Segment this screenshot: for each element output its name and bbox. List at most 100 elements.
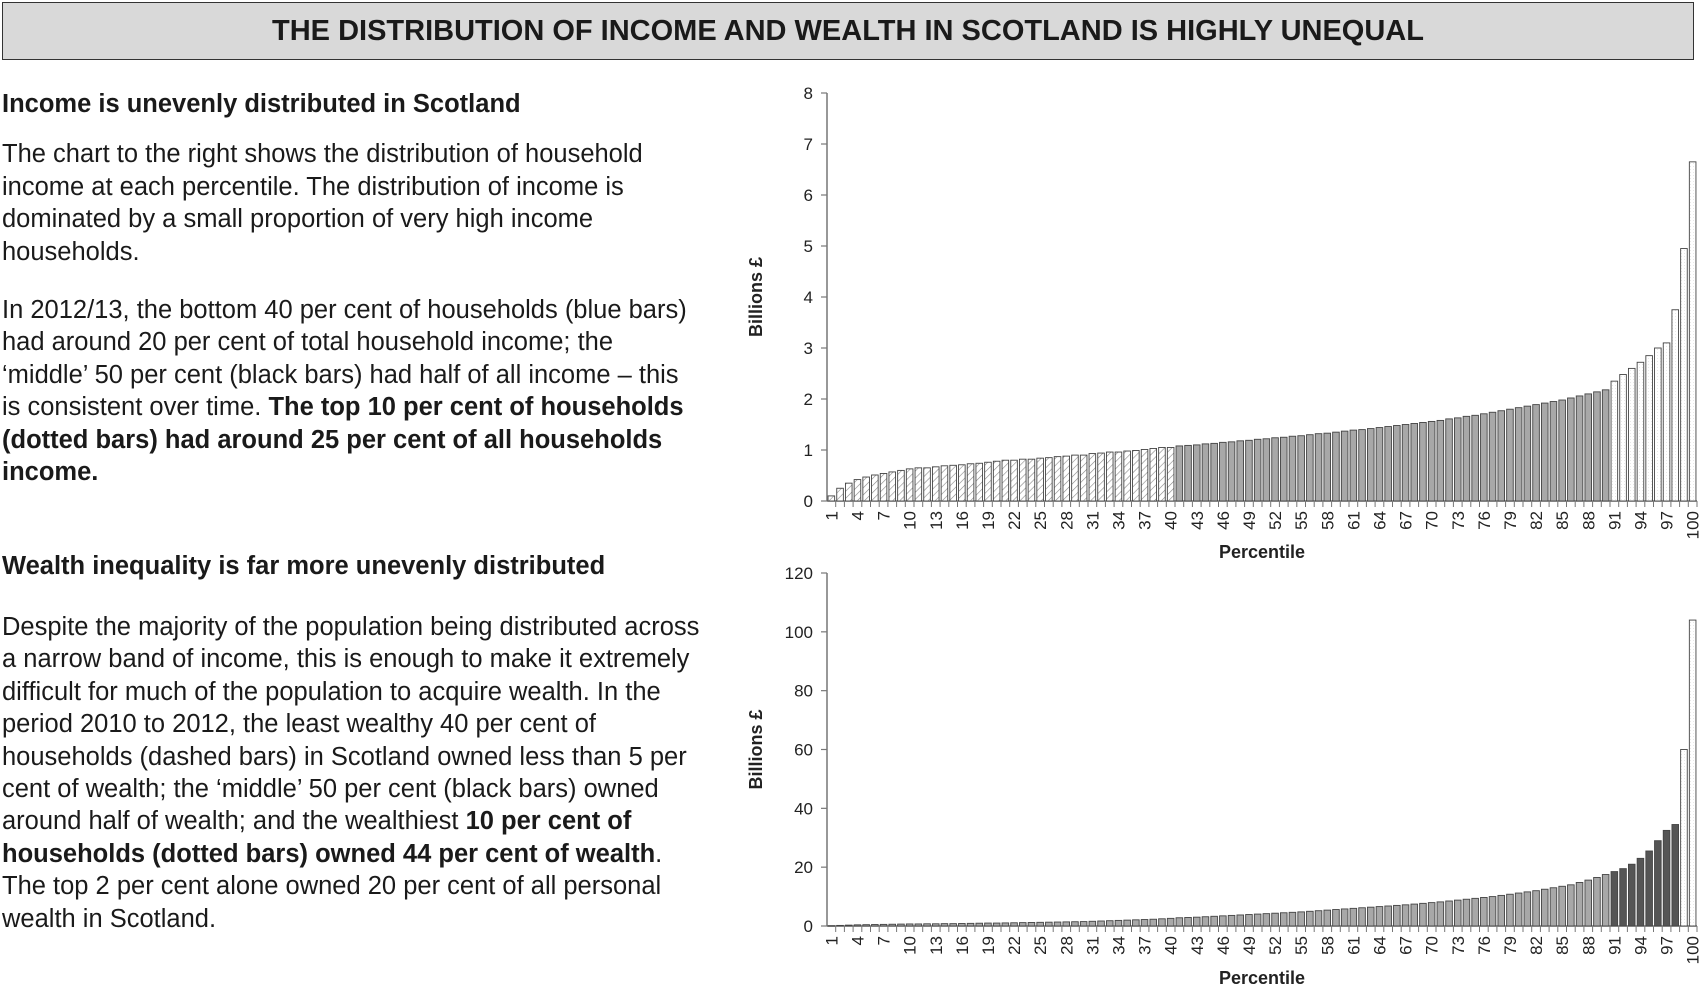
x-tick-label: 25: [1031, 936, 1050, 955]
x-tick-label: 58: [1318, 511, 1337, 530]
bar-percentile-35: [1123, 450, 1131, 502]
y-tick-label: 4: [804, 288, 813, 307]
bar-percentile-24: [1027, 458, 1036, 502]
x-tick-label: 16: [953, 936, 972, 955]
bar-percentile-63: [1366, 906, 1375, 927]
bar-percentile-76: [1480, 413, 1488, 502]
bar-percentile-30: [1079, 454, 1088, 502]
bar-percentile-94: [1636, 361, 1645, 502]
bar-percentile-33: [1105, 451, 1114, 502]
bar-percentile-83: [1540, 402, 1549, 502]
bar-percentile-73: [1453, 417, 1462, 502]
bar-percentile-36: [1132, 450, 1140, 502]
bar-percentile-55: [1297, 435, 1305, 502]
bar-percentile-22: [1010, 922, 1018, 927]
bar-percentile-55: [1297, 911, 1305, 927]
x-tick-label: 52: [1266, 511, 1285, 530]
bar-percentile-9: [897, 923, 905, 927]
bar-percentile-39: [1158, 918, 1166, 927]
bar-percentile-17: [966, 922, 975, 927]
bar-percentile-41: [1175, 445, 1184, 502]
bar-percentile-44: [1201, 443, 1210, 502]
x-tick-label: 10: [901, 511, 920, 530]
y-tick-label: 1: [804, 441, 813, 460]
bar-percentile-91: [1610, 380, 1619, 502]
bar-percentile-3: [844, 482, 853, 502]
x-tick-label: 64: [1370, 511, 1389, 530]
x-axis-title: Percentile: [1219, 542, 1305, 562]
bar-percentile-11: [914, 467, 923, 502]
bar-percentile-30: [1079, 921, 1088, 927]
x-tick-label: 22: [1005, 511, 1024, 530]
bar-percentile-89: [1593, 877, 1601, 927]
bar-percentile-47: [1227, 914, 1236, 927]
bar-percentile-14: [940, 923, 949, 927]
bar-percentile-85: [1558, 399, 1566, 502]
bar-percentile-16: [958, 923, 966, 927]
bar-percentile-86: [1567, 397, 1575, 502]
bar-percentile-41: [1175, 917, 1184, 927]
x-tick-label: 82: [1527, 936, 1546, 955]
x-tick-label: 55: [1292, 511, 1311, 530]
bar-percentile-99: [1680, 749, 1688, 927]
bar-percentile-9: [897, 469, 905, 502]
y-tick-label: 80: [794, 682, 813, 701]
y-tick-label: 20: [794, 858, 813, 877]
x-tick-label: 70: [1423, 511, 1442, 530]
bar-percentile-4: [853, 479, 862, 502]
x-tick-label: 4: [848, 936, 867, 945]
bar-percentile-68: [1410, 903, 1419, 927]
bar-percentile-2: [836, 924, 844, 927]
x-tick-label: 4: [848, 511, 867, 520]
bar-percentile-77: [1488, 896, 1497, 927]
x-tick-label: 31: [1083, 936, 1102, 955]
bar-percentile-65: [1384, 905, 1392, 927]
bar-percentile-84: [1549, 401, 1558, 502]
bar-percentile-70: [1427, 902, 1436, 927]
x-tick-label: 52: [1266, 936, 1285, 955]
bar-percentile-95: [1645, 850, 1653, 927]
x-tick-label: 79: [1501, 936, 1520, 955]
bar-percentile-10: [905, 923, 914, 927]
bar-percentile-91: [1610, 871, 1619, 927]
x-tick-label: 22: [1005, 936, 1024, 955]
bar-percentile-58: [1323, 909, 1332, 927]
x-tick-label: 85: [1553, 511, 1572, 530]
bar-percentile-47: [1227, 441, 1236, 502]
bar-percentile-5: [862, 924, 870, 927]
bar-percentile-11: [914, 923, 923, 927]
x-tick-label: 43: [1188, 511, 1207, 530]
bar-percentile-26: [1045, 457, 1053, 502]
bar-percentile-79: [1506, 893, 1514, 927]
bar-percentile-67: [1401, 424, 1410, 502]
bar-percentile-1: [827, 495, 836, 502]
bar-percentile-53: [1279, 436, 1288, 502]
x-tick-label: 19: [979, 936, 998, 955]
bar-percentile-72: [1445, 418, 1453, 502]
bar-percentile-13: [931, 923, 940, 927]
bar-percentile-67: [1401, 904, 1410, 927]
bar-percentile-14: [940, 465, 949, 502]
bar-percentile-20: [992, 460, 1001, 502]
bar-percentile-8: [888, 923, 897, 927]
bar-percentile-52: [1271, 437, 1279, 502]
bar-percentile-28: [1062, 921, 1071, 927]
bar-percentile-44: [1201, 916, 1210, 927]
y-tick-label: 8: [804, 84, 813, 103]
bar-percentile-58: [1323, 432, 1332, 502]
bar-percentile-51: [1262, 438, 1271, 502]
bar-percentile-87: [1575, 882, 1584, 927]
bar-percentile-86: [1567, 884, 1575, 927]
bar-percentile-62: [1358, 429, 1366, 502]
wealth-chart: 0 20 40 60 80 100 120 1 4 7 10 13 16 19 22 25 28 31 34 37 40…: [746, 564, 1700, 987]
bar-percentile-89: [1593, 391, 1601, 502]
x-tick-label: 91: [1605, 936, 1624, 955]
wealth-heading: Wealth inequality is far more unevenly d…: [2, 552, 606, 580]
bar-percentile-94: [1636, 857, 1645, 927]
bar-percentile-43: [1192, 916, 1201, 927]
bar-percentile-70: [1427, 420, 1436, 502]
x-tick-label: 67: [1397, 936, 1416, 955]
bar-percentile-10: [905, 468, 914, 502]
